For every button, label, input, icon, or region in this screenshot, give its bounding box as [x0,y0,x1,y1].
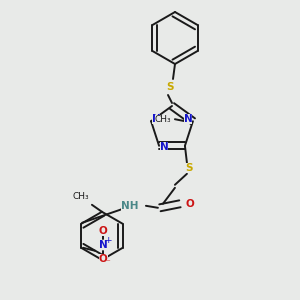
Text: N: N [184,114,192,124]
Text: CH₃: CH₃ [154,115,171,124]
Text: S: S [166,82,174,92]
Text: O: O [186,199,194,209]
Text: O: O [99,226,107,236]
Text: O: O [99,254,107,264]
Text: NH: NH [121,201,139,211]
Text: ⁻: ⁻ [106,258,110,267]
Text: N: N [99,240,107,250]
Text: CH₃: CH₃ [73,192,89,201]
Text: N: N [160,142,168,152]
Text: N: N [152,114,161,124]
Text: +: + [104,236,112,245]
Text: S: S [185,163,193,173]
